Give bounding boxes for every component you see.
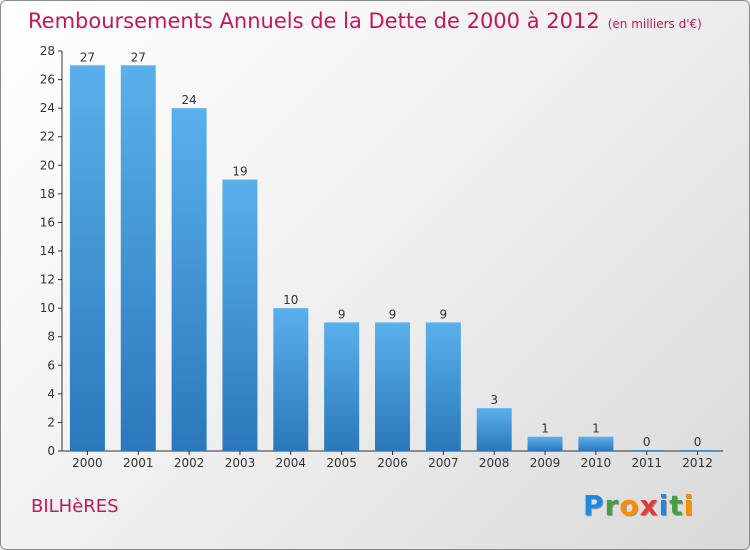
y-tick-label: 10	[40, 301, 55, 315]
bar-value-label: 9	[389, 307, 397, 321]
y-tick-label: 8	[47, 330, 55, 344]
logo-letter: t	[669, 489, 684, 522]
chart-title: Remboursements Annuels de la Dette de 20…	[28, 9, 702, 33]
bar-value-label: 0	[694, 435, 702, 449]
bar-2011	[629, 450, 665, 451]
bar-value-label: 9	[338, 307, 346, 321]
x-tick-label: 2012	[682, 456, 713, 470]
chart-title-text: Remboursements Annuels de la Dette de 20…	[28, 9, 600, 33]
bar-value-label: 27	[80, 50, 95, 64]
x-tick-label: 2007	[428, 456, 459, 470]
bar-2006	[375, 322, 410, 451]
x-tick-label: 2004	[276, 456, 307, 470]
bar-value-label: 9	[440, 307, 448, 321]
bars	[69, 65, 716, 452]
y-tick-label: 6	[47, 358, 55, 372]
bar-2000	[69, 65, 105, 452]
y-tick-label: 16	[40, 215, 55, 229]
x-tick-label: 2006	[377, 456, 408, 470]
bar-2003	[222, 179, 258, 452]
y-tick-label: 12	[40, 273, 55, 287]
x-tick-label: 2002	[174, 456, 205, 470]
y-tick-label: 4	[47, 387, 55, 401]
bar-value-label: 27	[131, 50, 146, 64]
x-tick-label: 2011	[631, 456, 662, 470]
bar-2005	[324, 322, 360, 451]
bar-2004	[273, 308, 309, 451]
bar-value-label: 3	[490, 393, 498, 407]
x-tick-label: 2005	[326, 456, 357, 470]
logo-letter: i	[683, 489, 695, 522]
x-tick-label: 2009	[530, 456, 561, 470]
y-tick-label: 26	[40, 73, 55, 87]
x-tick-label: 2000	[72, 456, 103, 470]
x-axis: 2000 2001 2002 2003 2004 2005 2006 2007 2008 2009…	[62, 450, 723, 470]
bar-value-label: 1	[592, 422, 600, 436]
y-tick-label: 14	[40, 244, 55, 258]
bar-2009	[527, 436, 563, 451]
bar-value-label: 10	[283, 293, 298, 307]
x-tick-label: 2010	[581, 456, 612, 470]
y-tick-label: 18	[40, 187, 55, 201]
x-tick-label: 2001	[123, 456, 154, 470]
logo-letter: i	[658, 489, 670, 522]
logo-letter: o	[619, 489, 640, 522]
y-tick-label: 20	[40, 158, 55, 172]
bar-2012	[680, 450, 716, 451]
x-tick-label: 2008	[479, 456, 510, 470]
chart-title-unit: (en milliers d'€)	[607, 17, 702, 31]
bar-2008	[476, 408, 512, 451]
bar-value-label: 0	[643, 435, 651, 449]
logo-letter: x	[639, 489, 659, 522]
logo-letter: P	[583, 489, 605, 522]
bar-value-label: 19	[232, 165, 247, 179]
bar-2010	[578, 436, 614, 451]
y-tick-label: 22	[40, 130, 55, 144]
bar-value-label: 1	[541, 422, 549, 436]
logo-letter: r	[604, 489, 620, 522]
commune-name: BILHèRES	[31, 496, 119, 517]
proxiti-logo[interactable]: Proxiti	[583, 489, 694, 522]
bar-2007	[425, 322, 461, 451]
y-tick-label: 2	[47, 415, 55, 429]
bar-value-label: 24	[181, 93, 196, 107]
y-tick-label: 28	[40, 44, 55, 58]
x-tick-label: 2003	[225, 456, 256, 470]
y-tick-label: 24	[40, 101, 55, 115]
bar-2002	[171, 108, 207, 452]
bar-2001	[120, 65, 156, 452]
y-tick-label: 0	[47, 444, 55, 458]
